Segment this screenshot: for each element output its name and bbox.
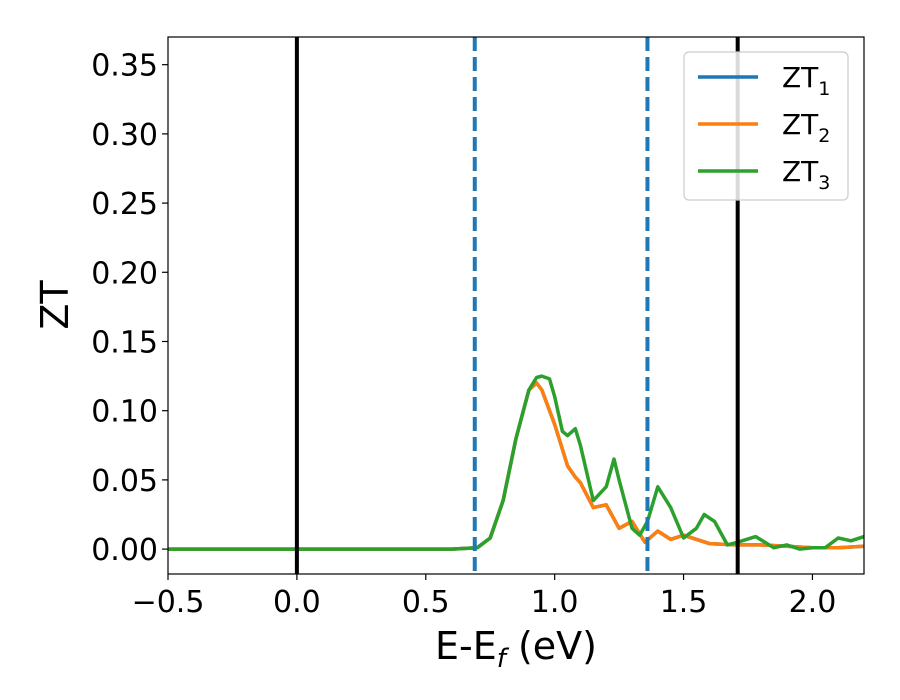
x-tick-label: 2.0	[789, 585, 837, 620]
x-tick-label: 1.5	[660, 585, 708, 620]
y-axis-label: ZT	[33, 280, 77, 330]
y-tick-label: 0.25	[91, 187, 158, 222]
axes-frame	[167, 36, 865, 575]
x-tick-label: 0.0	[273, 585, 321, 620]
y-tick-label: 0.20	[91, 256, 158, 291]
series-line-3	[168, 374, 864, 551]
legend-label-2: ZT2	[782, 108, 830, 147]
y-tick-label: 0.00	[91, 533, 158, 568]
x-axis-label: E-Ef (eV)	[435, 624, 597, 674]
x-tick-label: 0.5	[402, 585, 450, 620]
y-tick-label: 0.15	[91, 325, 158, 360]
legend: ZT1 ZT2 ZT3	[683, 51, 849, 201]
y-axis-ticks: 0.00 0.05 0.10 0.15 0.20 0.25 0.30 0.35	[91, 49, 168, 568]
legend-box	[683, 51, 849, 201]
series-line-1	[168, 381, 864, 551]
plot-frame	[167, 36, 865, 575]
x-tick-label: 1.0	[531, 585, 579, 620]
legend-label-1: ZT1	[782, 61, 830, 100]
x-axis-ticks: −0.5 0.0 0.5 1.0 1.5 2.0	[132, 574, 837, 620]
y-tick-label: 0.30	[91, 118, 158, 153]
x-tick-label: −0.5	[132, 585, 205, 620]
y-tick-label: 0.10	[91, 395, 158, 430]
y-tick-label: 0.05	[91, 464, 158, 499]
legend-label-3: ZT3	[782, 155, 830, 194]
y-tick-label: 0.35	[91, 49, 158, 84]
series-line-2	[168, 381, 864, 551]
